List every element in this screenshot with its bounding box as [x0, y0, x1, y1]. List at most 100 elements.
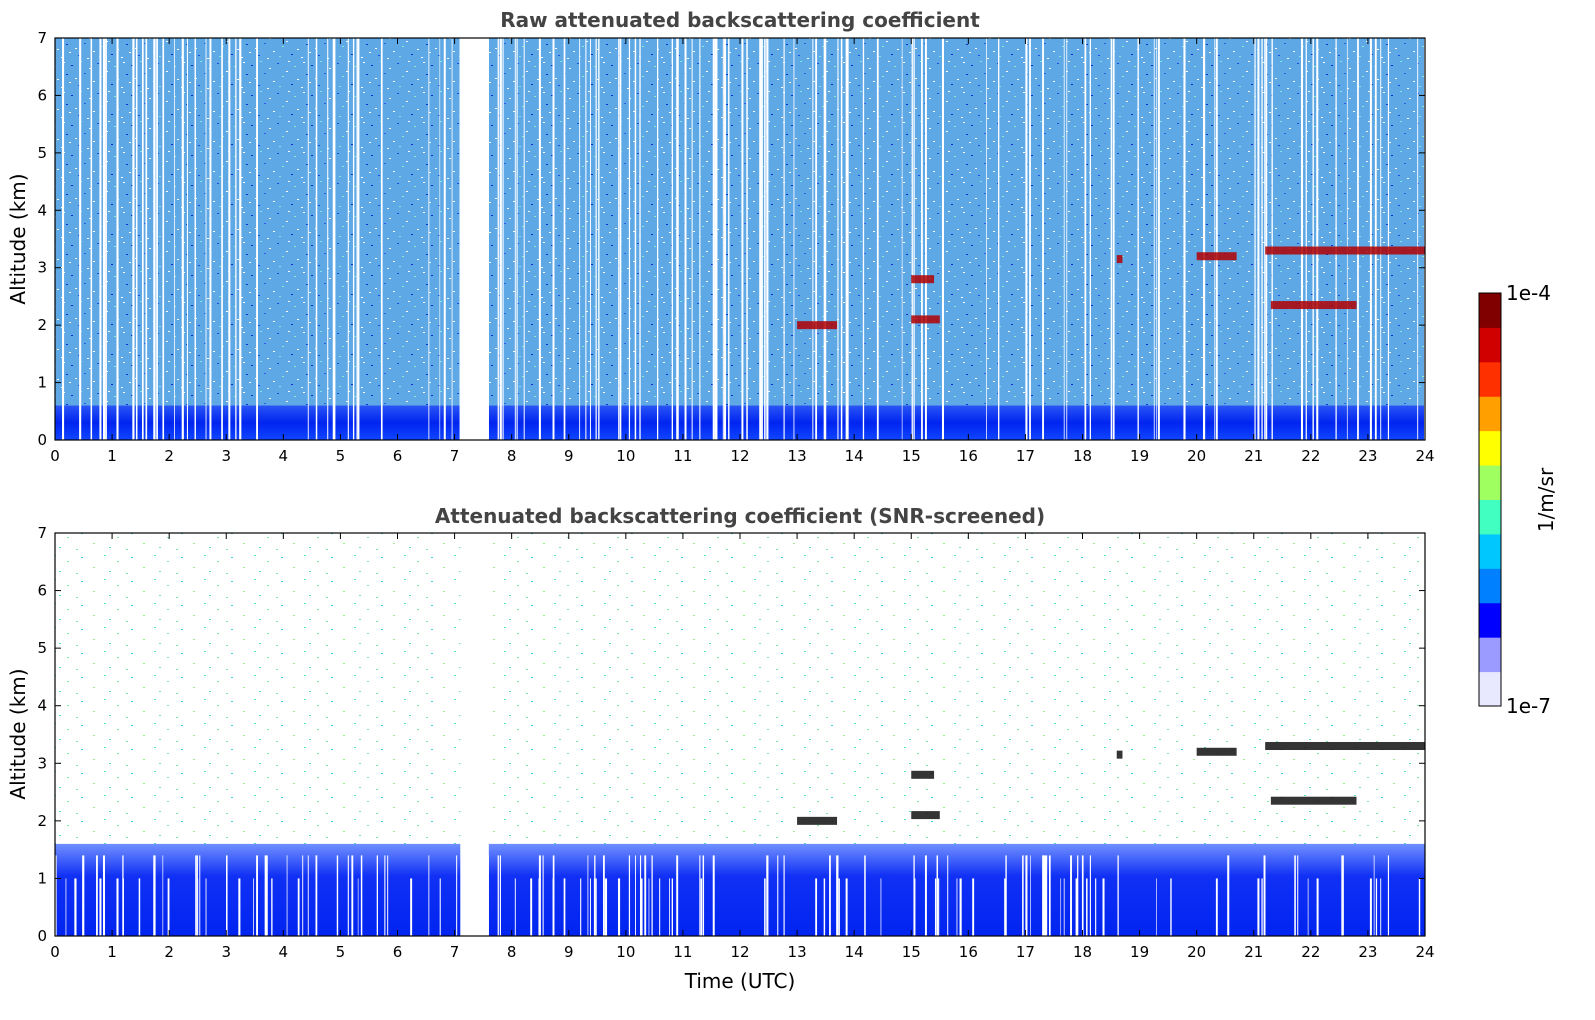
missing-profile-streak — [1312, 38, 1314, 440]
missing-profile-streak — [766, 38, 769, 440]
missing-profile-streak — [669, 878, 670, 936]
missing-profile-streak — [162, 855, 164, 936]
y-tick-label: 0 — [37, 431, 47, 449]
missing-profile-streak — [777, 855, 779, 936]
colorbar-step — [1479, 568, 1501, 604]
missing-profile-streak — [55, 855, 57, 936]
missing-profile-streak — [105, 38, 107, 440]
x-tick-label: 20 — [1187, 447, 1206, 465]
missing-profile-streak — [376, 855, 378, 936]
missing-profile-streak — [351, 855, 354, 936]
missing-profile-streak — [700, 878, 703, 936]
missing-profile-streak — [456, 855, 458, 936]
missing-profile-streak — [563, 878, 566, 936]
colorbar-step — [1479, 465, 1501, 500]
missing-profile-streak — [644, 855, 647, 936]
x-tick-label: 12 — [730, 447, 749, 465]
missing-profile-streak — [836, 855, 839, 936]
missing-profile-streak — [671, 878, 673, 936]
colorbar-step — [1479, 396, 1501, 432]
missing-profile-streak — [1307, 878, 1309, 936]
x-tick-label: 1 — [107, 447, 117, 465]
colorbar-step — [1479, 430, 1501, 466]
x-tick-label: 10 — [616, 943, 635, 961]
missing-profile-streak — [1380, 38, 1382, 440]
missing-profile-streak — [911, 38, 913, 440]
missing-profile-streak — [542, 855, 544, 936]
x-tick-label: 0 — [50, 447, 60, 465]
missing-profile-streak — [1380, 878, 1382, 936]
x-tick-label: 3 — [221, 447, 231, 465]
missing-profile-streak — [764, 878, 766, 936]
missing-profile-streak — [1117, 855, 1119, 936]
missing-profile-streak — [347, 855, 349, 936]
missing-profile-streak — [941, 38, 945, 440]
missing-profile-streak — [1297, 855, 1299, 936]
missing-profile-streak — [499, 855, 501, 936]
missing-profile-streak — [199, 855, 201, 936]
x-tick-label: 7 — [450, 943, 460, 961]
screened-backscatter-panel: Attenuated backscattering coefficient (S… — [6, 504, 1435, 993]
x-tick-label: 23 — [1358, 943, 1377, 961]
missing-profile-streak — [514, 878, 516, 936]
missing-profile-streak — [595, 38, 597, 440]
missing-profile-streak — [265, 855, 268, 936]
missing-profile-streak — [153, 38, 156, 440]
missing-profile-streak — [1375, 878, 1378, 936]
missing-profile-streak — [1043, 855, 1046, 936]
missing-profile-streak — [761, 38, 763, 440]
missing-profile-streak — [619, 38, 622, 440]
missing-profile-streak — [972, 878, 975, 936]
colorbar-step — [1479, 637, 1501, 673]
missing-profile-streak — [864, 855, 866, 936]
missing-profile-streak — [716, 38, 718, 440]
missing-profile-streak — [837, 38, 839, 440]
raw-backscatter-panel: Raw attenuated backscattering coefficien… — [6, 8, 1435, 465]
missing-profile-streak — [783, 38, 785, 440]
x-tick-label: 22 — [1301, 447, 1320, 465]
missing-profile-streak — [712, 38, 715, 440]
missing-profile-streak — [1048, 855, 1051, 936]
missing-profile-streak — [723, 38, 727, 440]
missing-profile-streak — [102, 855, 106, 936]
missing-profile-streak — [598, 38, 600, 440]
missing-profile-streak — [1081, 855, 1084, 936]
missing-profile-streak — [1373, 855, 1375, 936]
missing-profile-streak — [603, 855, 605, 936]
missing-profile-streak — [1076, 878, 1078, 936]
x-tick-label: 15 — [902, 943, 921, 961]
missing-profile-streak — [1369, 38, 1372, 440]
x-tick-label: 16 — [959, 447, 978, 465]
y-tick-label: 6 — [37, 86, 47, 104]
missing-profile-streak — [132, 38, 135, 440]
missing-profile-streak — [924, 855, 927, 936]
missing-profile-streak — [194, 38, 196, 440]
missing-profile-streak — [384, 855, 386, 936]
missing-profile-streak — [209, 38, 212, 440]
missing-profile-streak — [1418, 878, 1421, 936]
cloud-feature — [911, 811, 940, 820]
missing-profile-streak — [352, 38, 355, 440]
missing-profile-streak — [439, 878, 441, 936]
missing-profile-streak — [1316, 38, 1319, 440]
missing-profile-streak — [699, 38, 701, 440]
missing-profile-streak — [1215, 38, 1218, 440]
missing-profile-streak — [651, 855, 653, 936]
raw-missing-profile-streaks — [62, 38, 1425, 440]
missing-profile-streak — [563, 38, 566, 440]
missing-profile-streak — [181, 38, 184, 440]
missing-profile-streak — [1369, 878, 1372, 936]
time-axis-label: Time (UTC) — [684, 969, 796, 993]
missing-profile-streak — [1254, 38, 1256, 440]
missing-profile-streak — [357, 878, 359, 936]
missing-profile-streak — [297, 878, 300, 936]
missing-profile-streak — [838, 878, 840, 936]
missing-profile-streak — [538, 38, 541, 440]
missing-profile-streak — [361, 855, 363, 936]
y-tick-label: 4 — [37, 201, 47, 219]
cloud-feature — [911, 770, 935, 779]
x-tick-label: 4 — [279, 447, 289, 465]
missing-profile-streak — [714, 38, 717, 440]
missing-profile-streak — [332, 38, 334, 440]
cloud-feature — [911, 315, 940, 324]
